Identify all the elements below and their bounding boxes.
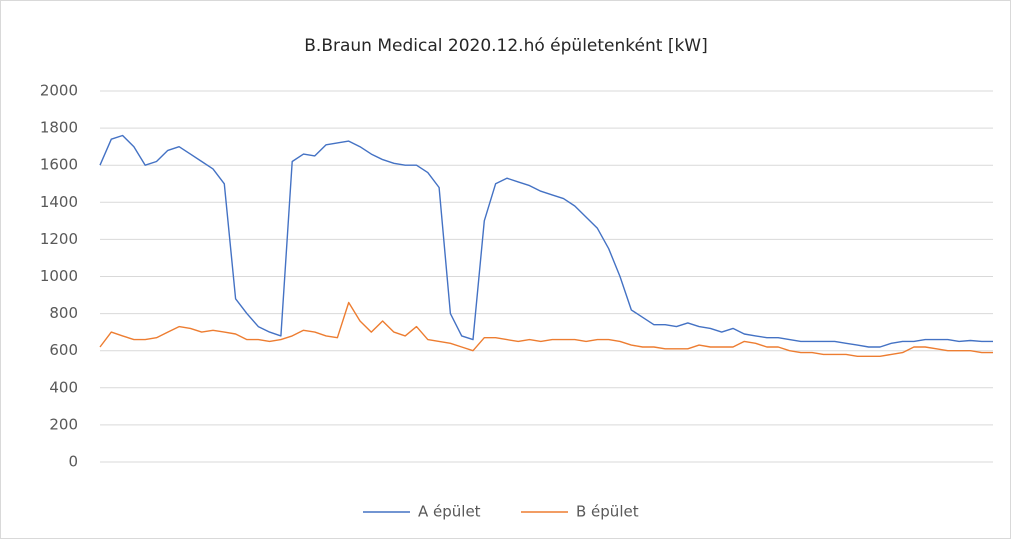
series-line [99,301,993,357]
y-tick-label: 1000 [40,267,78,285]
series-line [99,134,993,348]
y-tick-label: 200 [49,415,78,433]
y-tick-label: 1800 [40,119,78,137]
y-tick-label: 400 [49,378,78,396]
legend-label: B épület [576,503,639,521]
chart-title: B.Braun Medical 2020.12.hó épületenként … [304,36,707,56]
legend-label: A épület [418,503,481,521]
y-tick-label: 600 [49,341,78,359]
y-tick-label: 2000 [40,82,78,100]
y-tick-label: 1400 [40,193,78,211]
y-tick-label: 1200 [40,230,78,248]
y-tick-label: 0 [68,453,78,471]
y-tick-label: 1600 [40,156,78,174]
y-tick-label: 800 [49,304,78,322]
